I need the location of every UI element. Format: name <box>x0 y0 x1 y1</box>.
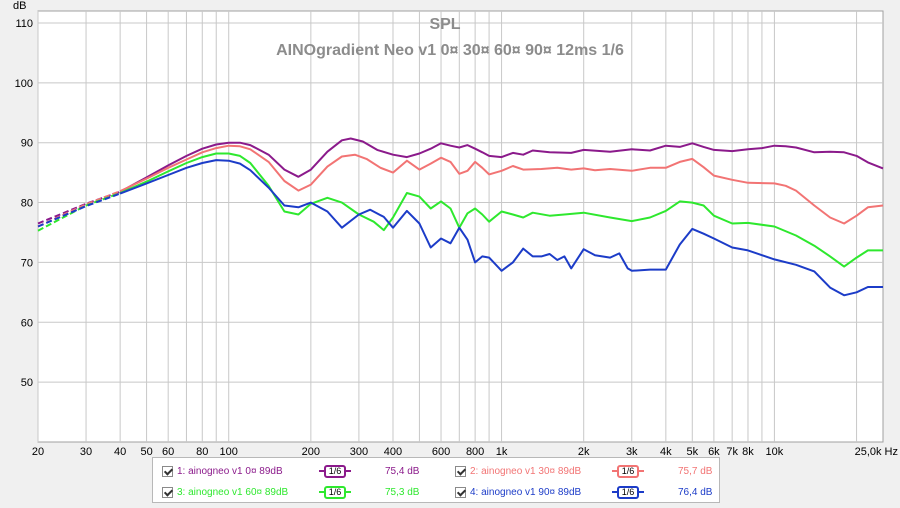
legend-name-4: 4: ainogneo v1 90¤ 89dB <box>470 486 582 498</box>
y-tick-label: 100 <box>15 78 33 90</box>
smoothing-line-left <box>612 470 617 472</box>
legend: 1: ainogneo v1 0¤ 89dB 1/6 75,4 dB 2: ai… <box>152 457 720 503</box>
legend-offset-3: 75,3 dB <box>385 486 420 498</box>
x-tick-label: 50 <box>140 446 152 458</box>
smoothing-label-3: 1/6 <box>324 485 346 499</box>
x-tick-label: 30 <box>80 446 92 458</box>
legend-checkbox-3[interactable] <box>162 486 173 498</box>
y-tick-label: 110 <box>15 18 33 30</box>
x-tick-label: 2k <box>578 446 590 458</box>
grid <box>37 11 883 442</box>
x-tick-label: 40 <box>114 446 126 458</box>
series-3-dashed-line <box>37 192 121 232</box>
x-tick-label: 60 <box>162 446 174 458</box>
x-tick-label: 100 <box>220 446 238 458</box>
smoothing-icon-2[interactable]: 1/6 <box>612 464 656 478</box>
x-tick-label: 3k <box>626 446 638 458</box>
x-tick-label: 8k <box>742 446 754 458</box>
x-tick-label: 5k <box>686 446 698 458</box>
legend-offset-1: 75,4 dB <box>385 465 420 477</box>
x-tick-label: 800 <box>466 446 484 458</box>
legend-checkbox-1[interactable] <box>162 465 173 477</box>
x-tick-label: 200 <box>302 446 320 458</box>
series-3-line <box>119 152 883 268</box>
series-2-dashed-line <box>37 190 121 228</box>
smoothing-line-right <box>639 491 644 493</box>
smoothing-line-right <box>346 491 351 493</box>
y-tick-label: 70 <box>21 257 33 269</box>
x-tick-label: 600 <box>432 446 450 458</box>
smoothing-label-4: 1/6 <box>617 485 639 499</box>
y-unit-label: dB <box>13 0 26 12</box>
y-tick-label: 60 <box>21 317 33 329</box>
y-tick-label: 80 <box>21 198 33 210</box>
smoothing-line-right <box>639 470 644 472</box>
series-layer <box>37 137 884 297</box>
legend-name-2: 2: ainogneo v1 30¤ 89dB <box>470 465 582 477</box>
y-tick-label: 50 <box>21 377 33 389</box>
smoothing-icon-4[interactable]: 1/6 <box>612 485 656 499</box>
smoothing-line-right <box>346 470 351 472</box>
x-tick-label: 80 <box>196 446 208 458</box>
series-4-line <box>119 159 883 297</box>
x-tick-label: 400 <box>384 446 402 458</box>
chart-subtitle: AINOgradient Neo v1 0¤ 30¤ 60¤ 90¤ 12ms … <box>276 42 624 59</box>
x-tick-label: 4k <box>660 446 672 458</box>
smoothing-icon-1[interactable]: 1/6 <box>319 464 363 478</box>
series-2-line <box>119 144 884 225</box>
x-tick-label: 300 <box>350 446 368 458</box>
smoothing-icon-3[interactable]: 1/6 <box>319 485 363 499</box>
x-tick-label: 10k <box>766 446 784 458</box>
x-tick-label: 6k <box>708 446 720 458</box>
tick-labels: 50 60 70 80 90 100 110 20 30 40 50 60 80 100 200 300 400… <box>15 18 898 458</box>
y-tick-label: 90 <box>21 138 33 150</box>
series-4-dashed-line <box>37 192 121 228</box>
smoothing-label-2: 1/6 <box>617 464 639 478</box>
legend-item-4[interactable]: 4: ainogneo v1 90¤ 89dB 1/6 76,4 dB <box>455 483 738 501</box>
smoothing-line-left <box>319 491 324 493</box>
series-1-line <box>119 137 884 193</box>
legend-item-3[interactable]: 3: ainogneo v1 60¤ 89dB 1/6 75,3 dB <box>162 483 445 501</box>
x-tick-label: 20 <box>32 446 44 458</box>
legend-name-3: 3: ainogneo v1 60¤ 89dB <box>177 486 289 498</box>
chart-title: SPL <box>429 16 460 33</box>
legend-item-1[interactable]: 1: ainogneo v1 0¤ 89dB 1/6 75,4 dB <box>162 462 445 480</box>
x-tick-label: 7k <box>726 446 738 458</box>
legend-item-2[interactable]: 2: ainogneo v1 30¤ 89dB 1/6 75,7 dB <box>455 462 738 480</box>
smoothing-label-1: 1/6 <box>324 464 346 478</box>
legend-offset-4: 76,4 dB <box>678 486 713 498</box>
smoothing-line-left <box>319 470 324 472</box>
smoothing-line-left <box>612 491 617 493</box>
x-tick-label: 1k <box>496 446 508 458</box>
legend-checkbox-4[interactable] <box>455 486 466 498</box>
legend-offset-2: 75,7 dB <box>678 465 713 477</box>
legend-checkbox-2[interactable] <box>455 465 466 477</box>
legend-name-1: 1: ainogneo v1 0¤ 89dB <box>177 465 283 477</box>
x-tick-label: 25,0k Hz <box>855 446 898 458</box>
